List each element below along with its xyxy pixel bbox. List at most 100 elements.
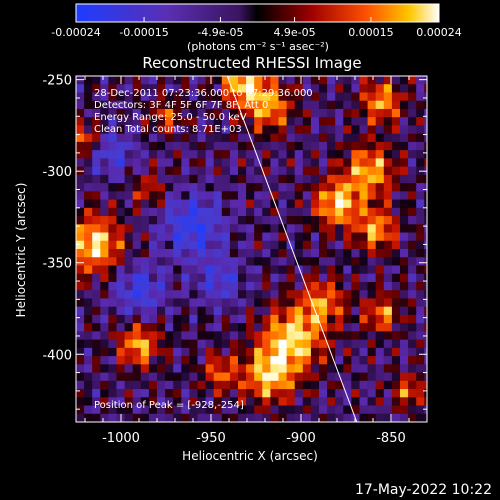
heatmap-cell	[327, 281, 336, 291]
heatmap-cell	[278, 347, 288, 357]
heatmap-cell	[286, 224, 296, 234]
heatmap-cell	[238, 372, 247, 382]
heatmap-cell	[229, 364, 239, 374]
plot-area: -1000 -950 -900 -850-250-300-350-400 28-Dec…	[42, 74, 428, 446]
heatmap-cell	[140, 281, 150, 291]
heatmap-cell	[213, 372, 223, 382]
heatmap-cell	[76, 323, 85, 332]
heatmap-cell	[197, 174, 207, 184]
heatmap-cell	[100, 306, 109, 316]
heatmap-cell	[416, 273, 425, 283]
heatmap-cell	[400, 191, 409, 201]
heatmap-cell	[132, 265, 142, 275]
heatmap-cell	[400, 306, 409, 316]
heatmap-cell	[189, 150, 199, 159]
heatmap-cell	[132, 281, 142, 291]
heatmap-cell	[197, 339, 207, 349]
heatmap-cell	[327, 207, 336, 217]
heatmap-cell	[335, 339, 344, 349]
heatmap-cell	[229, 199, 239, 209]
heatmap-cell	[246, 372, 255, 382]
heatmap-cell	[148, 141, 158, 151]
heatmap-cell	[302, 100, 312, 110]
heatmap-cell	[302, 347, 312, 357]
heatmap-cell	[84, 389, 93, 398]
heatmap-cell	[124, 92, 134, 102]
heatmap-cell	[310, 199, 320, 209]
heatmap-cell	[100, 323, 109, 332]
heatmap-cell	[262, 183, 271, 192]
heatmap-cell	[157, 240, 166, 250]
heatmap-cell	[408, 405, 417, 415]
heatmap-cell	[286, 331, 296, 341]
heatmap-cell	[165, 273, 174, 283]
heatmap-cell	[278, 413, 288, 422]
heatmap-cell	[408, 290, 417, 300]
heatmap-cell	[400, 290, 409, 300]
heatmap-cell	[221, 84, 231, 94]
heatmap-cell	[140, 125, 150, 135]
heatmap-cell	[254, 405, 263, 415]
heatmap-cell	[351, 281, 361, 291]
heatmap-cell	[400, 117, 409, 127]
heatmap-cell	[286, 413, 296, 422]
heatmap-cell	[189, 397, 199, 407]
heatmap-cell	[189, 117, 199, 127]
heatmap-cell	[359, 273, 369, 283]
heatmap-cell	[278, 232, 288, 242]
heatmap-cell	[76, 347, 85, 357]
heatmap-cell	[327, 306, 336, 316]
heatmap-cell	[408, 240, 417, 250]
heatmap-cell	[335, 364, 344, 374]
heatmap-cell	[189, 298, 199, 308]
heatmap-cell	[335, 249, 344, 258]
heatmap-cell	[343, 265, 352, 275]
heatmap-cell	[335, 389, 344, 398]
heatmap-cell	[124, 413, 134, 422]
heatmap-cell	[157, 265, 166, 275]
heatmap-cell	[391, 323, 401, 332]
heatmap-cell	[140, 207, 150, 217]
heatmap-cell	[124, 323, 134, 332]
heatmap-cell	[124, 405, 134, 415]
heatmap-cell	[205, 133, 215, 143]
heatmap-cell	[140, 314, 150, 324]
heatmap-cell	[124, 389, 134, 398]
heatmap-cell	[254, 281, 263, 291]
heatmap-cell	[124, 249, 134, 258]
heatmap-cell	[310, 150, 320, 159]
heatmap-cell	[108, 405, 118, 415]
heatmap-cell	[205, 331, 215, 341]
colorbar: -0.00024 -0.00015 -4.9e-05 4.9e-05 0.00015 0.…	[51, 3, 462, 53]
heatmap-cell	[205, 108, 215, 118]
heatmap-cell	[383, 413, 393, 422]
heatmap-cell	[124, 339, 134, 349]
heatmap-cell	[173, 92, 182, 102]
heatmap-cell	[246, 281, 255, 291]
heatmap-cell	[302, 372, 312, 382]
heatmap-cell	[92, 298, 101, 308]
heatmap-cell	[383, 389, 393, 398]
heatmap-cell	[100, 273, 109, 283]
heatmap-cell	[270, 158, 280, 168]
heatmap-cell	[100, 380, 109, 390]
heatmap-cell	[140, 76, 150, 85]
heatmap-cell	[310, 141, 320, 151]
heatmap-cell	[302, 141, 312, 151]
heatmap-cell	[327, 364, 336, 374]
heatmap-cell	[302, 133, 312, 143]
heatmap-cell	[84, 323, 93, 332]
heatmap-cell	[108, 108, 118, 118]
heatmap-cell	[383, 141, 393, 151]
heatmap-cell	[221, 306, 231, 316]
heatmap-cell	[294, 273, 304, 283]
heatmap-cell	[278, 84, 288, 94]
heatmap-cell	[92, 347, 101, 357]
heatmap-cell	[327, 199, 336, 209]
heatmap-cell	[132, 191, 142, 201]
heatmap-cell	[424, 306, 427, 316]
heatmap-cell	[351, 158, 361, 168]
heatmap-cell	[270, 141, 280, 151]
heatmap-cell	[351, 150, 361, 159]
heatmap-cell	[221, 290, 231, 300]
